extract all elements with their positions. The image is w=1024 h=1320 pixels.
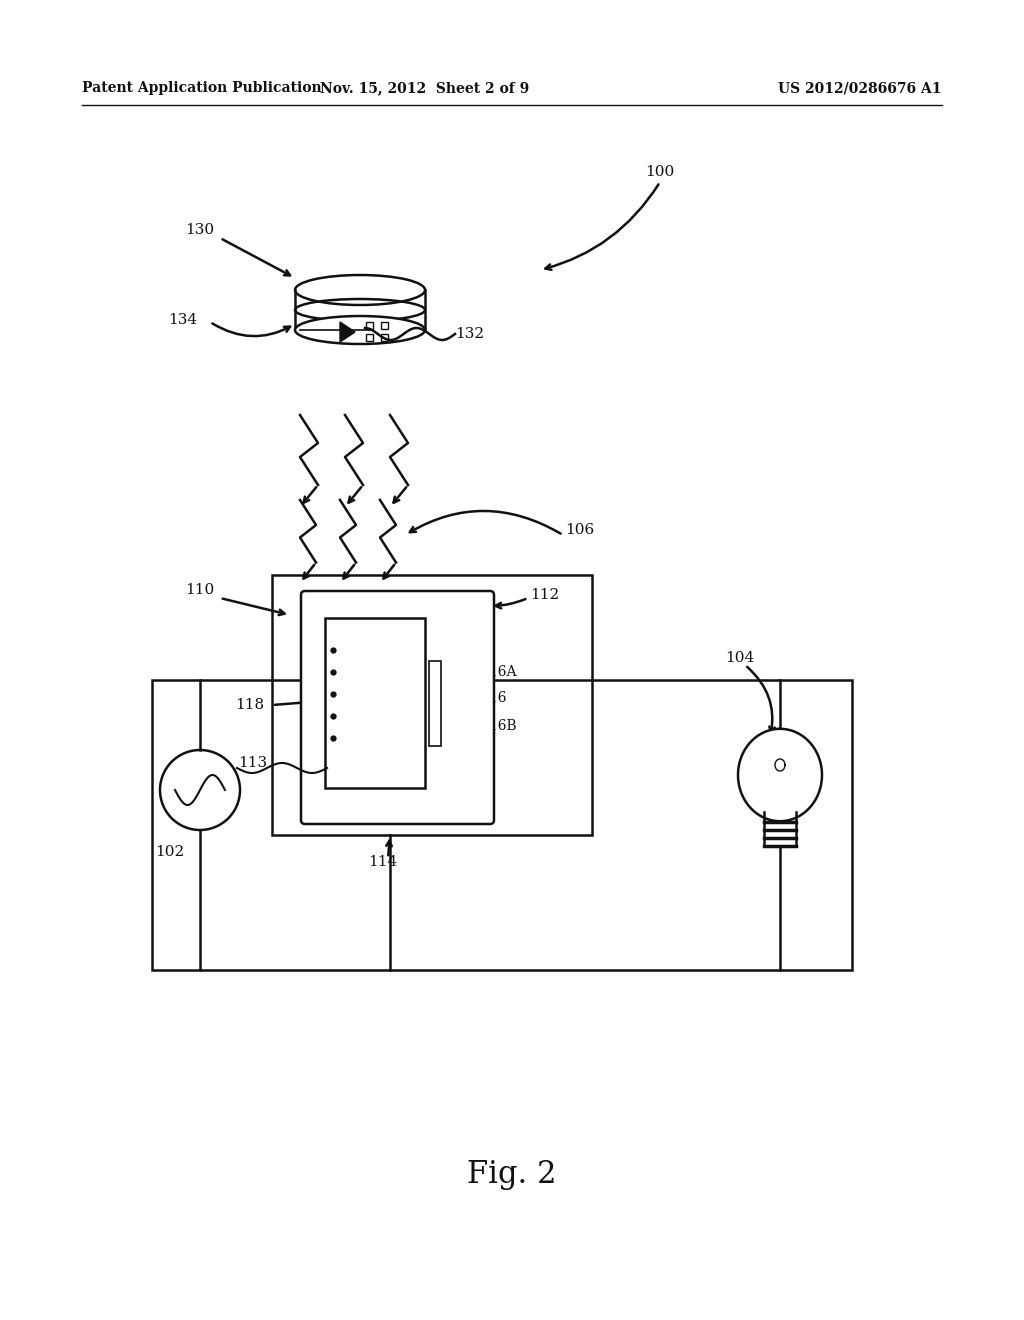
Text: 104: 104	[725, 651, 755, 665]
Polygon shape	[738, 729, 822, 821]
Text: 112: 112	[530, 587, 559, 602]
Text: 118: 118	[234, 698, 264, 711]
Text: Fig. 2: Fig. 2	[467, 1159, 557, 1191]
Ellipse shape	[295, 315, 425, 345]
Text: US 2012/0286676 A1: US 2012/0286676 A1	[778, 81, 942, 95]
Text: 114: 114	[368, 855, 397, 869]
Text: 110: 110	[185, 583, 214, 597]
Text: 100: 100	[645, 165, 674, 180]
Text: Patent Application Publication: Patent Application Publication	[82, 81, 322, 95]
Bar	[366, 334, 373, 341]
Bar	[152, 680, 852, 970]
Bar	[381, 334, 388, 341]
Polygon shape	[340, 322, 355, 342]
Text: 116: 116	[480, 690, 507, 705]
Text: 132: 132	[455, 327, 484, 341]
Text: 116A: 116A	[480, 665, 516, 678]
Text: 130: 130	[185, 223, 214, 238]
FancyBboxPatch shape	[301, 591, 494, 824]
Text: Nov. 15, 2012  Sheet 2 of 9: Nov. 15, 2012 Sheet 2 of 9	[321, 81, 529, 95]
Bar	[325, 618, 425, 788]
Bar	[272, 576, 592, 836]
Text: 113: 113	[238, 756, 267, 770]
Text: 102: 102	[155, 845, 184, 859]
Text: 134: 134	[168, 313, 198, 327]
Bar	[429, 660, 441, 746]
Text: 116B: 116B	[480, 719, 517, 733]
Bar	[381, 322, 388, 329]
Bar	[366, 322, 373, 329]
Text: 106: 106	[565, 523, 594, 537]
